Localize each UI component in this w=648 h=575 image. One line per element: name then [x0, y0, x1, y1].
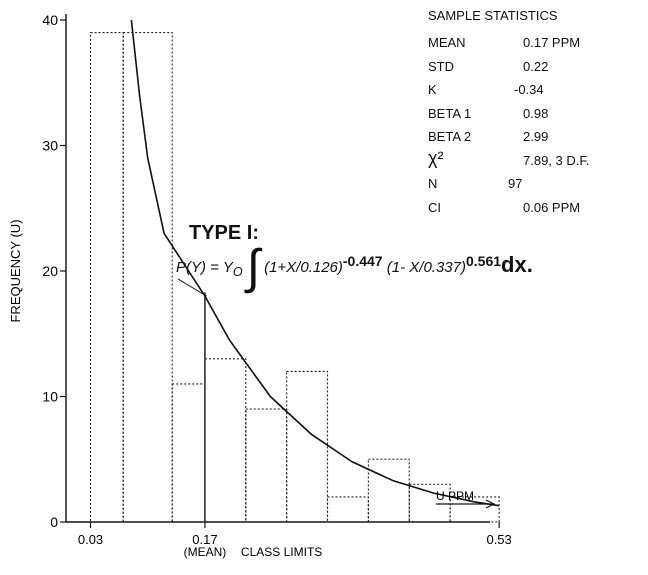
- integral-sign: ∫: [246, 241, 260, 295]
- histogram-bar: [245, 408, 288, 523]
- histogram-bar: [204, 358, 247, 523]
- histogram-bar: [89, 31, 124, 523]
- stats-value: 7.89, 3 D.F.: [523, 152, 590, 168]
- histogram-bar: [122, 31, 173, 523]
- histogram-bar: [367, 458, 410, 523]
- stats-label: N: [428, 176, 438, 191]
- x-tick-label-mean: (MEAN): [184, 545, 227, 559]
- stats-label: χ²: [428, 147, 444, 168]
- formula-term1: (1+X/0.126): [264, 259, 343, 276]
- unit-arrow-icon: [485, 499, 496, 509]
- formula: P(Y) = YO ∫ (1+X/0.126)-0.447 (1- X/0.33…: [176, 244, 533, 292]
- stats-value: 0.17 PPM: [523, 35, 581, 50]
- x-tick-label: 0.17: [192, 532, 217, 547]
- formula-exp2: 0.561: [465, 253, 502, 269]
- formula-sub: O: [232, 265, 243, 279]
- histogram-bar: [326, 496, 369, 523]
- stats-title: SAMPLE STATISTICS: [428, 8, 558, 23]
- y-tick-label: 0: [50, 514, 58, 530]
- stats-value: -0.34: [514, 82, 544, 97]
- unit-label: U PPM: [436, 489, 474, 503]
- y-tick-label: 40: [42, 12, 58, 28]
- stats-value: 0.06 PPM: [523, 199, 581, 215]
- histogram-bar: [286, 370, 329, 523]
- formula-lhs: P(Y) = Y: [176, 259, 233, 276]
- y-tick-label: 30: [42, 138, 58, 154]
- stats-label: STD: [428, 58, 454, 74]
- stats-label: CI: [428, 199, 441, 215]
- formula-exp1: -0.447: [342, 253, 383, 269]
- stats-value: 0.22: [523, 58, 549, 74]
- y-tick-label: 20: [42, 263, 58, 279]
- formula-term2: (1- X/0.337): [386, 259, 466, 276]
- y-axis-title: FREQUENCY (U): [8, 219, 23, 322]
- y-tick-label: 10: [42, 389, 58, 405]
- x-axis-title: CLASS LIMITS: [241, 545, 322, 559]
- stats-value: 2.99: [523, 129, 549, 144]
- stats-label: MEAN: [428, 35, 466, 50]
- stats-label: BETA 2: [428, 129, 472, 144]
- x-tick-label: 0.53: [486, 532, 511, 547]
- stats-label: K: [428, 82, 437, 97]
- histogram-bars: [89, 31, 500, 523]
- type-label: TYPE I:: [189, 222, 260, 244]
- x-tick-label: 0.03: [78, 532, 103, 547]
- fitted-curve-layer: [130, 19, 500, 507]
- stats-label: BETA 1: [428, 105, 472, 121]
- histogram-bar: [408, 483, 451, 523]
- histogram-bar: [171, 383, 206, 523]
- fitted-curve: [130, 19, 500, 507]
- stats-value: 0.98: [523, 105, 549, 121]
- formula-dx: dx.: [501, 252, 533, 277]
- histogram-bar: [449, 496, 500, 523]
- stats-value: 97: [508, 176, 523, 191]
- axis-labels: 0 10 20 30 40 0.03 0.17 0.53 (MEAN) CLASS LIMITS F…: [8, 12, 512, 559]
- annotation-leader: [177, 278, 207, 297]
